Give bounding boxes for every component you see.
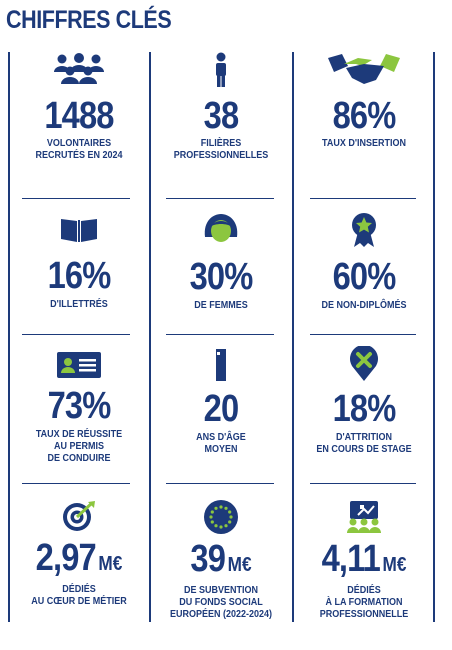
- stat-label: DÉDIÉS AU CŒUR DE MÉTIER: [31, 584, 127, 607]
- stat-insertion: 86% TAUX D'INSERTION: [294, 52, 434, 150]
- stat-value: 1488: [44, 95, 114, 137]
- row-divider: [166, 334, 274, 335]
- person-icon: [216, 52, 226, 87]
- stat-label: D'ILLETTRÉS: [50, 299, 108, 310]
- stat-value: 16%: [47, 255, 112, 297]
- column-divider: [149, 52, 151, 622]
- open-book-icon: [61, 219, 97, 242]
- person-side-icon: [216, 349, 226, 381]
- stat-value: 39 M€: [190, 538, 252, 580]
- stat-driving-license: 73% TAUX DE RÉUSSITE AU PERMIS DE CONDUIRE: [9, 352, 149, 465]
- stat-women: 30% DE FEMMES: [151, 213, 291, 312]
- stat-core-business: 2,97 M€ DÉDIÉS AU CŒUR DE MÉTIER: [9, 500, 149, 608]
- stat-label: ANS D'ÂGE MOYEN: [196, 432, 246, 455]
- map-pin-x-icon: [350, 346, 378, 381]
- stat-average-age: 20 ANS D'ÂGE MOYEN: [151, 348, 291, 456]
- stat-vocational-training: 4,11 M€ DÉDIÉS À LA FORMATION PROFESSIONNEL…: [294, 501, 434, 621]
- row-divider: [310, 334, 416, 335]
- column-divider: [292, 52, 294, 622]
- stat-value: 2,97 M€: [35, 537, 123, 579]
- stat-value: 4,11 M€: [321, 538, 407, 580]
- stat-label: VOLONTAIRES RECRUTÉS EN 2024: [35, 138, 123, 161]
- stat-label: D'ATTRITION EN COURS DE STAGE: [316, 432, 412, 455]
- page-title: CHIFFRES CLÉS: [6, 6, 172, 34]
- stat-value: 86%: [332, 95, 397, 137]
- people-group-icon: [54, 53, 104, 84]
- stat-label: DE NON-DIPLÔMÉS: [321, 300, 407, 311]
- stat-value: 60%: [332, 256, 397, 298]
- row-divider: [310, 198, 416, 199]
- row-divider: [166, 483, 274, 484]
- stat-label: TAUX DE RÉUSSITE AU PERMIS DE CONDUIRE: [35, 429, 123, 464]
- stat-value: 38: [203, 95, 240, 137]
- stat-label: FILIÈRES PROFESSIONNELLES: [173, 138, 269, 161]
- row-divider: [310, 483, 416, 484]
- column-divider: [433, 52, 435, 622]
- stat-label: DE SUBVENTION DU FONDS SOCIAL EUROPÉEN (20…: [169, 585, 273, 620]
- stat-sectors: 38 FILIÈRES PROFESSIONNELLES: [151, 52, 291, 162]
- eu-flag-icon: [204, 500, 238, 534]
- stat-attrition: 18% D'ATTRITION EN COURS DE STAGE: [294, 346, 434, 456]
- stat-label: DE FEMMES: [194, 300, 248, 311]
- row-divider: [22, 334, 130, 335]
- stat-value: 30%: [189, 256, 254, 298]
- stat-eu-fund: 39 M€ DE SUBVENTION DU FONDS SOCIAL EUROPÉE…: [151, 499, 291, 621]
- stat-illiterate: 16% D'ILLETTRÉS: [9, 215, 149, 311]
- target-icon: [63, 501, 95, 531]
- woman-icon: [204, 214, 238, 242]
- badge-star-icon: [352, 213, 376, 247]
- row-divider: [166, 198, 274, 199]
- column-divider: [8, 52, 10, 622]
- id-card-icon: [57, 352, 101, 378]
- stat-value: 20: [203, 388, 240, 430]
- stat-label: TAUX D'INSERTION: [322, 138, 406, 149]
- row-divider: [22, 198, 130, 199]
- stat-value: 73%: [47, 385, 112, 427]
- stat-label: DÉDIÉS À LA FORMATION PROFESSIONNELLE: [319, 585, 409, 620]
- training-icon: [347, 501, 381, 533]
- stat-value: 18%: [332, 388, 397, 430]
- handshake-icon: [328, 54, 400, 84]
- row-divider: [22, 483, 130, 484]
- stat-non-graduates: 60% DE NON-DIPLÔMÉS: [294, 212, 434, 312]
- stat-volunteers: 1488 VOLONTAIRES RECRUTÉS EN 2024: [9, 52, 149, 162]
